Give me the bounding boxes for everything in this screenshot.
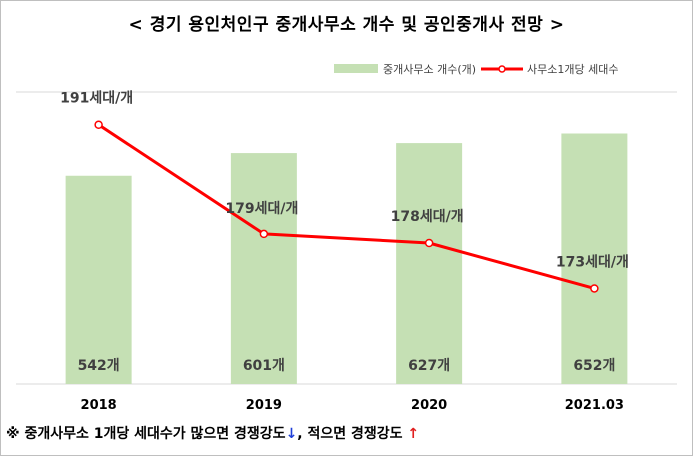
legend-bar-label: 중개사무소 개수(개) (383, 63, 476, 76)
legend-bar-swatch (334, 64, 378, 73)
line-point-2 (424, 238, 434, 248)
x-tick-label-2: 2020 (411, 398, 447, 413)
down-arrow-icon: ↓ (285, 426, 298, 442)
x-tick-label-1: 2019 (246, 398, 282, 413)
x-tick-label-0: 2018 (81, 398, 117, 413)
bar-data-label-0: 542개 (78, 358, 120, 374)
footnote: ※ 중개사무소 1개당 세대수가 많으면 경쟁강도↓, 적으면 경쟁강도 ↑ (6, 423, 419, 443)
line-data-label-0: 191세대/개 (60, 91, 133, 107)
legend-line-label: 사무소1개당 세대수 (527, 63, 618, 76)
x-tick-label-3: 2021.03 (565, 398, 624, 413)
line-data-label-2: 178세대/개 (391, 209, 464, 225)
bar-data-label-1: 601개 (243, 358, 285, 374)
bar-data-label-2: 627개 (408, 358, 450, 374)
series-line (97, 123, 595, 290)
footnote-text: ※ 중개사무소 1개당 세대수가 많으면 경쟁강도 (6, 426, 286, 442)
legend-line-marker (498, 65, 506, 73)
bar-3 (561, 133, 628, 384)
bar-data-label-3: 652개 (573, 358, 615, 374)
line-point-0 (94, 120, 103, 129)
line-data-label-3: 173세대/개 (556, 254, 629, 270)
line-point-3 (590, 284, 599, 293)
line-point-1 (259, 229, 269, 239)
up-arrow-icon: ↑ (407, 426, 420, 442)
bar-2 (396, 143, 463, 384)
footnote-middle: , 적으면 경쟁강도 (297, 426, 408, 442)
bar-0 (65, 175, 132, 384)
bar-1 (230, 153, 297, 384)
chart-title: < 경기 용인처인구 중개사무소 개수 및 공인중개사 전망 > (128, 15, 565, 35)
line-data-label-1: 179세대/개 (225, 201, 298, 217)
